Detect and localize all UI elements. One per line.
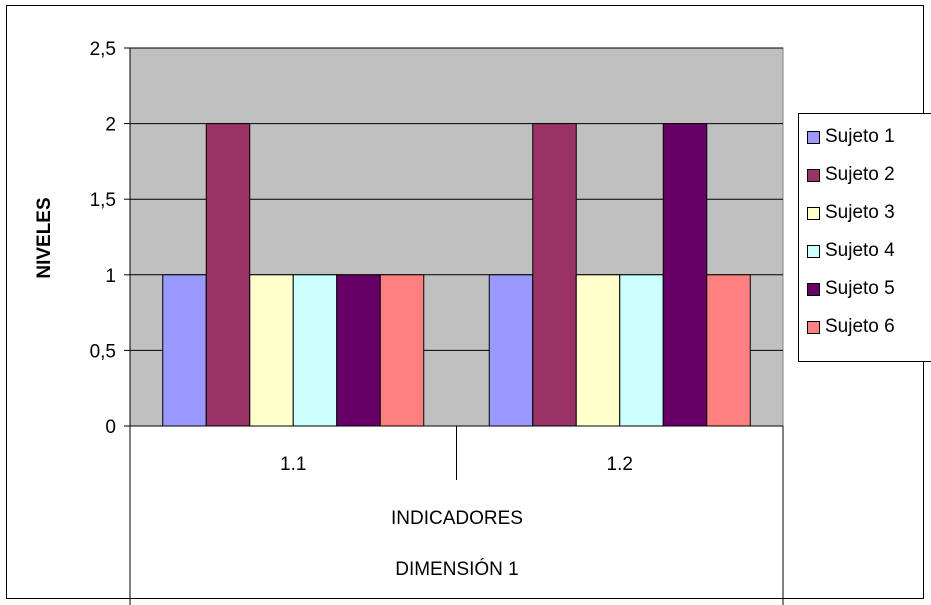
y-tick-label: 1,5 <box>90 190 116 211</box>
bar-sujeto-2-1-1 <box>205 123 251 427</box>
bar-sujeto-6-1-2 <box>706 274 751 427</box>
legend-item: Sujeto 3 <box>807 198 895 228</box>
legend-swatch <box>807 282 820 296</box>
x-tick-label: 1.2 <box>607 454 633 475</box>
legend-label: Sujeto 2 <box>825 164 895 185</box>
legend-label: Sujeto 6 <box>825 316 895 337</box>
legend-label: Sujeto 3 <box>825 202 895 223</box>
bar-sujeto-2-1-2 <box>532 123 577 427</box>
legend-item: Sujeto 4 <box>807 236 895 266</box>
legend-label: Sujeto 1 <box>825 126 895 147</box>
legend: Sujeto 1 Sujeto 2 Sujeto 3 Sujeto 4 Sujeto 5… <box>798 113 931 362</box>
legend-label: Sujeto 5 <box>825 278 895 299</box>
bar-sujeto-3-1-1 <box>249 274 294 427</box>
y-tick-label: 2 <box>105 115 116 136</box>
legend-item: Sujeto 2 <box>807 160 895 190</box>
axes: 0 0,5 1 1,5 2 2,5 1.1 1.2 <box>90 39 784 605</box>
y-tick-label: 0,5 <box>90 341 116 362</box>
y-tick-label: 0 <box>105 417 116 438</box>
legend-swatch <box>807 168 820 182</box>
legend-label: Sujeto 4 <box>825 240 895 261</box>
y-tick-label: 1 <box>105 266 116 287</box>
x-tick-label: 1.1 <box>280 454 306 475</box>
bar-sujeto-1-1-2 <box>488 274 534 427</box>
y-tick-label: 2,5 <box>90 39 116 60</box>
bar-sujeto-3-1-2 <box>575 274 621 427</box>
legend-item: Sujeto 6 <box>807 312 895 342</box>
legend-swatch <box>807 320 820 334</box>
y-axis-title: NIVELES <box>34 197 55 278</box>
bar-sujeto-4-1-1 <box>292 274 338 427</box>
bars <box>162 123 751 427</box>
legend-item: Sujeto 1 <box>807 122 895 152</box>
bar-sujeto-4-1-2 <box>619 274 664 427</box>
legend-item: Sujeto 5 <box>807 274 895 304</box>
bar-sujeto-6-1-1 <box>379 274 425 427</box>
x-axis-group-label: DIMENSIÓN 1 <box>395 558 519 580</box>
bar-sujeto-5-1-1 <box>336 274 381 427</box>
bar-sujeto-1-1-1 <box>162 274 207 427</box>
legend-swatch <box>807 206 820 220</box>
legend-swatch <box>807 244 820 258</box>
x-axis-title: INDICADORES <box>391 508 523 529</box>
legend-swatch <box>807 130 820 144</box>
bar-sujeto-5-1-2 <box>662 123 708 427</box>
